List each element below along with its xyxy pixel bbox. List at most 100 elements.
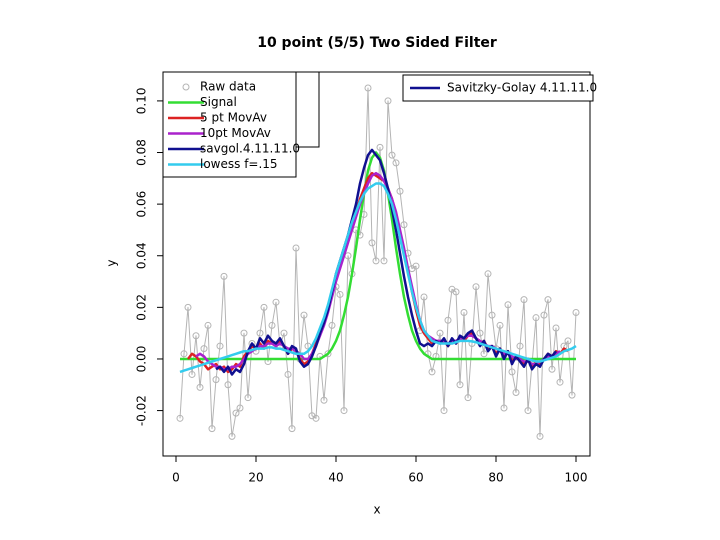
x-axis-label: x [373,503,380,517]
legend-label: Signal [200,95,237,109]
raw-point [328,321,336,329]
raw-point [488,311,496,319]
raw-point [400,221,408,229]
raw-point [388,151,396,159]
raw-point [324,350,332,358]
raw-point [340,407,348,415]
raw-point [544,296,552,304]
y-tick-label: -0.02 [135,395,149,426]
y-tick-label: 0.00 [135,346,149,373]
raw-line [179,87,577,437]
raw-point [428,368,436,376]
raw-point [292,244,300,252]
raw-point [512,389,520,397]
raw-point [204,321,212,329]
x-tick-label: 0 [172,471,180,485]
raw-point [192,332,200,340]
raw-point [176,414,184,422]
raw-point [508,368,516,376]
y-tick-label: 0.04 [135,242,149,269]
raw-point [240,329,248,337]
raw-point [300,311,308,319]
raw-point [384,97,392,105]
raw-point [536,432,544,440]
raw-point [552,324,560,332]
raw-point [364,84,372,92]
raw-point [420,293,428,301]
raw-point [208,425,216,433]
series-line [179,182,577,374]
raw-point [496,321,504,329]
legend-label: 10pt MovAv [200,126,271,140]
raw-point [320,396,328,404]
raw-point [380,257,388,265]
raw-point [280,329,288,337]
raw-point [368,239,376,247]
raw-point [460,309,468,317]
x-tick-label: 20 [248,471,263,485]
raw-point [256,329,264,337]
legend-symbol [182,83,190,91]
raw-point [392,159,400,167]
raw-point [228,432,236,440]
raw-point [272,298,280,306]
raw-point [184,303,192,311]
raw-point [336,290,344,298]
x-tick-label: 80 [488,471,503,485]
raw-point [548,365,556,373]
raw-point [520,296,528,304]
raw-point [476,329,484,337]
raw-point [568,391,576,399]
y-tick-label: 0.10 [135,88,149,115]
raw-point [312,414,320,422]
raw-point [188,370,196,378]
raw-point [440,407,448,415]
raw-point [436,329,444,337]
x-tick-label: 40 [328,471,343,485]
raw-point [232,409,240,417]
raw-point [236,404,244,412]
plot-area [176,84,580,440]
raw-point [288,425,296,433]
raw-point [244,394,252,402]
raw-point [524,407,532,415]
raw-point [484,270,492,278]
raw-point [412,262,420,270]
raw-point [564,337,572,345]
y-tick-label: 0.02 [135,294,149,321]
legend-label: savgol.4.11.11.0 [200,142,300,156]
raw-point [556,378,564,386]
raw-point [456,381,464,389]
raw-point [220,272,228,280]
raw-point [180,350,188,358]
raw-point [396,187,404,195]
raw-point [260,303,268,311]
raw-point [372,257,380,265]
raw-point [216,342,224,350]
legend-box [402,74,594,102]
raw-point [572,309,580,317]
raw-point [480,350,488,358]
raw-point [532,314,540,322]
raw-point [212,376,220,384]
raw-point [540,311,548,319]
x-tick-label: 100 [565,471,588,485]
raw-point [464,394,472,402]
raw-point [452,288,460,296]
y-axis-label: y [105,259,119,266]
raw-point [284,370,292,378]
legend-label: Raw data [200,80,256,94]
raw-point [196,383,204,391]
raw-point [444,316,452,324]
chart-title: 10 point (5/5) Two Sided Filter [257,35,497,51]
raw-point [500,404,508,412]
x-tick-label: 60 [408,471,423,485]
legend-label: Savitzky-Golay 4.11.11.0 [447,81,597,95]
raw-point [376,143,384,151]
legend-label: lowess f=.15 [200,157,278,171]
y-tick-label: 0.08 [135,139,149,166]
raw-point [268,321,276,329]
raw-point [472,283,480,291]
